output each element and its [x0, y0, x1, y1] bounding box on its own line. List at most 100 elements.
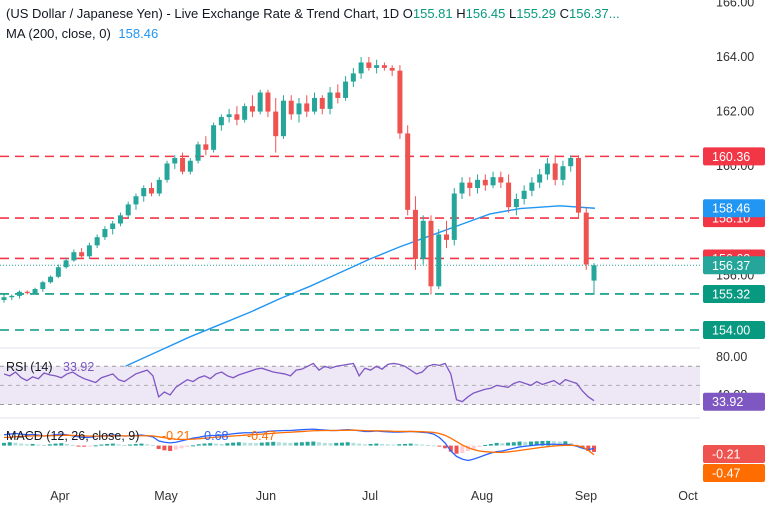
macd-value-label: -0.21: [162, 429, 191, 443]
macd-histogram-bar: [87, 445, 92, 447]
macd-histogram-bar: [242, 442, 247, 446]
candle-body: [436, 234, 442, 287]
candle-body: [366, 62, 372, 68]
candle-body: [412, 209, 418, 260]
hist-badge: -0.47: [712, 467, 741, 481]
macd-histogram-bar: [380, 443, 385, 446]
ohlc-value-o: 155.81: [412, 6, 453, 21]
candle-body: [459, 182, 465, 194]
candle-body: [374, 65, 380, 68]
candle-body: [141, 188, 147, 197]
price-axis-tick: 162.00: [716, 105, 754, 119]
ma-value: 158.46: [118, 26, 159, 41]
candle-body: [17, 291, 23, 296]
last-price-label: 156.37: [712, 259, 750, 273]
macd-histogram-bar: [47, 444, 52, 446]
macd-histogram-bar: [231, 442, 236, 446]
macd-histogram-bar: [196, 444, 201, 446]
candle-body: [117, 215, 123, 224]
candle-body: [444, 234, 449, 240]
candle-body: [312, 97, 318, 112]
candle-body: [94, 237, 100, 246]
candle-body: [40, 282, 46, 290]
macd-histogram-bar: [477, 445, 482, 447]
macd-histogram-bar: [30, 443, 35, 446]
macd-histogram-bar: [317, 442, 322, 446]
candle-body: [506, 182, 512, 208]
candle-body: [513, 198, 519, 208]
candle-body: [420, 220, 426, 260]
candle-body: [102, 228, 108, 238]
macd-histogram-bar: [569, 442, 574, 446]
candle-body: [180, 158, 186, 172]
macd-histogram-bar: [265, 442, 270, 446]
macd-histogram-bar: [282, 442, 287, 446]
macd-histogram-bar: [185, 445, 190, 447]
macd-histogram-bar: [322, 442, 327, 446]
candle-body: [110, 223, 116, 229]
x-axis-tick-oct: Oct: [678, 489, 698, 503]
candle-body: [568, 158, 574, 167]
macd-histogram-bar: [105, 443, 110, 446]
candle-body: [288, 100, 294, 115]
macd-histogram-bar: [202, 443, 207, 446]
rsi-value-badge-bg: [703, 392, 765, 411]
macd-histogram-bar: [431, 445, 436, 447]
ohlc-value-h: 156.45: [465, 6, 506, 21]
macd-histogram-bar: [506, 442, 511, 446]
chart-header-title: (US Dollar / Japanese Yen) - Live Exchan…: [6, 6, 620, 21]
macd-histogram-bar: [139, 443, 144, 446]
ohlc-key-h: H: [452, 6, 466, 21]
macd-histogram-bar: [362, 444, 367, 446]
macd-histogram-bar: [368, 443, 373, 446]
candle-body: [405, 133, 411, 210]
candle-body: [218, 117, 224, 126]
macd-histogram-bar: [528, 441, 533, 446]
macd-histogram-bar: [345, 442, 350, 446]
x-axis-tick-jun: Jun: [256, 489, 276, 503]
macd-histogram-bar: [351, 442, 356, 446]
macd-histogram-bar: [328, 443, 333, 446]
macd-histogram-bar: [494, 442, 499, 446]
macd-histogram-bar: [294, 442, 299, 446]
macd-histogram-bar: [259, 442, 264, 446]
macd-histogram-bar: [219, 443, 224, 446]
candle-body: [335, 92, 341, 98]
candle-body: [1, 297, 7, 300]
macd-histogram-bar: [59, 443, 64, 446]
candle-body: [591, 265, 597, 281]
macd-histogram-bar: [517, 441, 522, 446]
x-axis-tick-apr: Apr: [50, 489, 69, 503]
candle-body: [537, 174, 543, 183]
macd-histogram-bar: [254, 443, 259, 446]
candle-body: [265, 92, 271, 112]
macd-histogram-bar: [339, 442, 344, 446]
macd-histogram-bar: [248, 442, 253, 446]
macd-histogram-bar: [402, 443, 407, 446]
level-label-154.00: 154.00: [712, 324, 750, 338]
macd-histogram-bar: [145, 444, 150, 446]
macd-histogram-bar: [546, 440, 551, 446]
candle-body: [156, 179, 162, 194]
macd-histogram-bar: [460, 445, 465, 454]
macd-histogram-bar: [150, 444, 155, 446]
macd-histogram-bar: [19, 443, 24, 446]
candle-body: [319, 97, 325, 109]
macd-histogram-bar: [162, 445, 167, 451]
macd-histogram-bar: [93, 445, 98, 447]
candle-body: [63, 260, 69, 268]
candle-body: [55, 267, 61, 277]
level-label-160.36-bg: [703, 147, 765, 166]
macd-histogram-bar: [299, 442, 304, 446]
macd-histogram-bar: [2, 442, 6, 446]
candle-body: [242, 106, 248, 120]
macd-histogram-bar: [116, 444, 121, 446]
macd-badge: -0.21: [712, 448, 741, 462]
candle-body: [9, 295, 15, 298]
symbol-title: (US Dollar / Japanese Yen) - Live Exchan…: [6, 6, 400, 21]
macd-histogram-bar: [391, 444, 396, 446]
macd-histogram-bar: [122, 444, 127, 446]
x-axis-tick-aug: Aug: [471, 489, 493, 503]
macd-histogram-bar: [448, 445, 453, 452]
